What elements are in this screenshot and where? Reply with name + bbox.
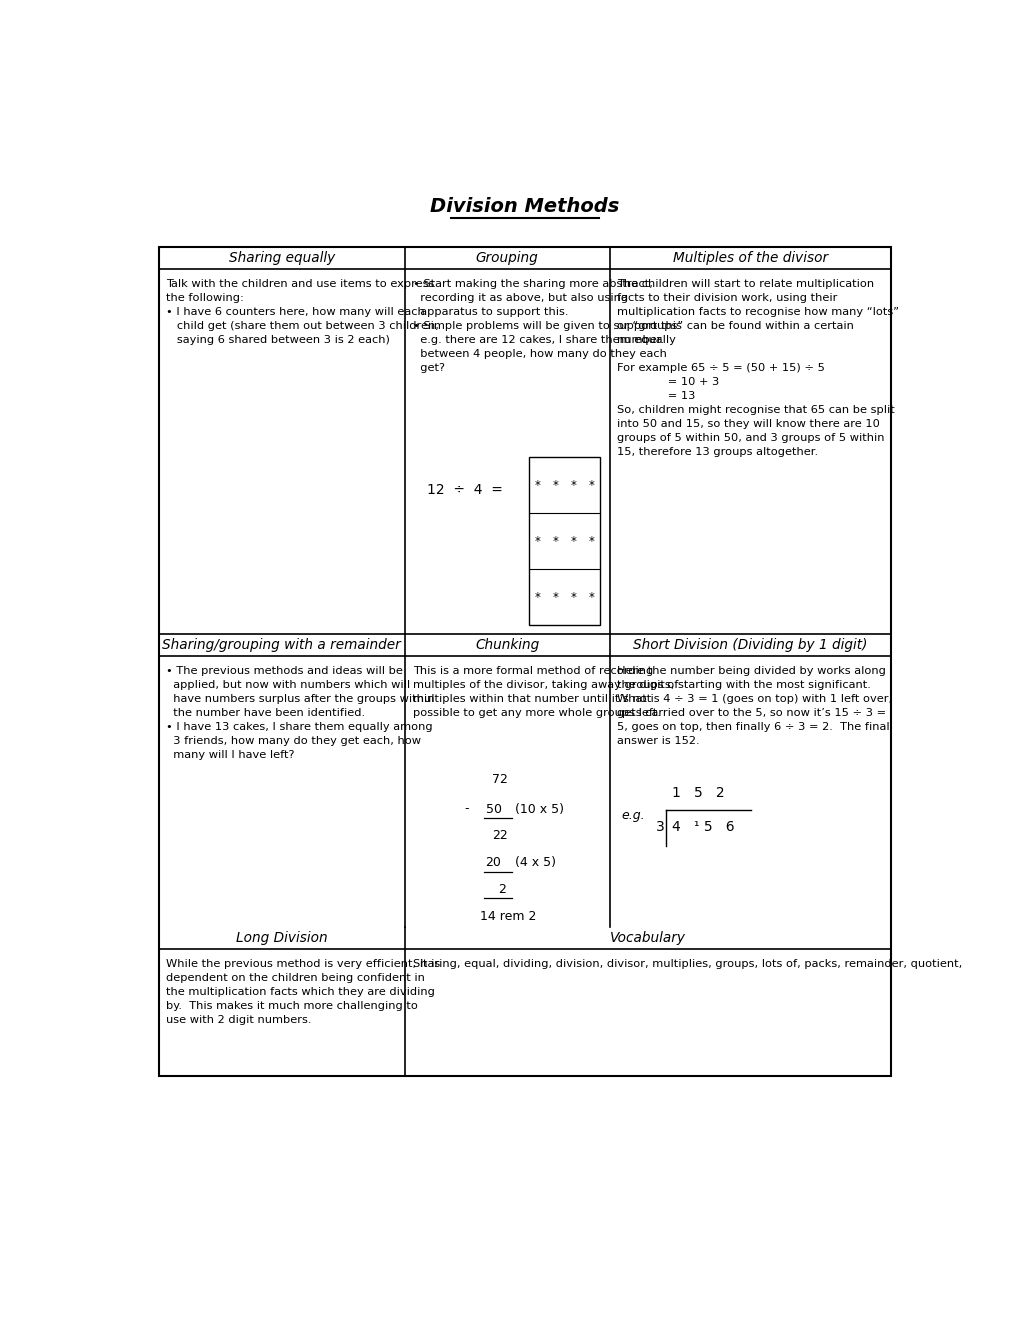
Text: -: -	[465, 803, 469, 816]
Text: Multiples of the divisor: Multiples of the divisor	[672, 251, 827, 265]
Text: *: *	[552, 479, 558, 491]
Text: *: *	[588, 535, 594, 548]
Text: Sharing, equal, dividing, division, divisor, multiplies, groups, lots of, packs,: Sharing, equal, dividing, division, divi…	[413, 958, 961, 969]
Text: *: *	[570, 535, 576, 548]
Text: *: *	[552, 535, 558, 548]
Text: *: *	[534, 590, 540, 603]
Text: Division Methods: Division Methods	[429, 197, 619, 215]
Text: 3: 3	[655, 820, 664, 834]
Text: 1   5   2: 1 5 2	[672, 785, 725, 800]
Bar	[158, 247, 890, 1076]
Text: *: *	[570, 590, 576, 603]
Text: Short Division (Dividing by 1 digit): Short Division (Dividing by 1 digit)	[633, 639, 866, 652]
Text: *: *	[534, 479, 540, 491]
Text: *: *	[552, 590, 558, 603]
Text: e.g.: e.g.	[621, 809, 644, 822]
Text: (10 x 5): (10 x 5)	[515, 803, 564, 816]
Text: *: *	[570, 479, 576, 491]
Text: *: *	[534, 535, 540, 548]
Text: The children will start to relate multiplication
facts to their division work, u: The children will start to relate multip…	[616, 279, 899, 457]
Text: Sharing equally: Sharing equally	[228, 251, 334, 265]
Bar	[529, 457, 599, 626]
Text: 4   ¹ 5   6: 4 ¹ 5 6	[672, 820, 735, 834]
Text: While the previous method is very efficient, it is
dependent on the children bei: While the previous method is very effici…	[166, 958, 440, 1024]
Text: 72: 72	[491, 774, 507, 787]
Text: Talk with the children and use items to express
the following:
• I have 6 counte: Talk with the children and use items to …	[166, 279, 439, 345]
Text: Here the number being divided by works along
the digits, starting with the most : Here the number being divided by works a…	[616, 667, 892, 746]
Text: Vocabulary: Vocabulary	[609, 931, 685, 945]
Text: *: *	[588, 590, 594, 603]
Text: 2: 2	[497, 883, 505, 895]
Text: Long Division: Long Division	[235, 931, 327, 945]
Text: This is a more formal method of recording
multiples of the divisor, taking away : This is a more formal method of recordin…	[413, 667, 678, 718]
Text: Chunking: Chunking	[475, 639, 539, 652]
Text: *: *	[588, 479, 594, 491]
Text: 14 rem 2: 14 rem 2	[480, 911, 536, 923]
Text: 20: 20	[485, 857, 501, 870]
Text: 12  ÷  4  =: 12 ÷ 4 =	[426, 483, 502, 496]
Text: Grouping: Grouping	[476, 251, 538, 265]
Text: 50: 50	[485, 803, 501, 816]
Text: 22: 22	[491, 829, 507, 842]
Text: Sharing/grouping with a remainder: Sharing/grouping with a remainder	[162, 639, 400, 652]
Text: • Start making the sharing more abstract,
  recording it as above, but also usin: • Start making the sharing more abstract…	[413, 279, 681, 374]
Text: • The previous methods and ideas will be
  applied, but now with numbers which w: • The previous methods and ideas will be…	[166, 667, 434, 760]
Text: (4 x 5): (4 x 5)	[515, 857, 555, 870]
